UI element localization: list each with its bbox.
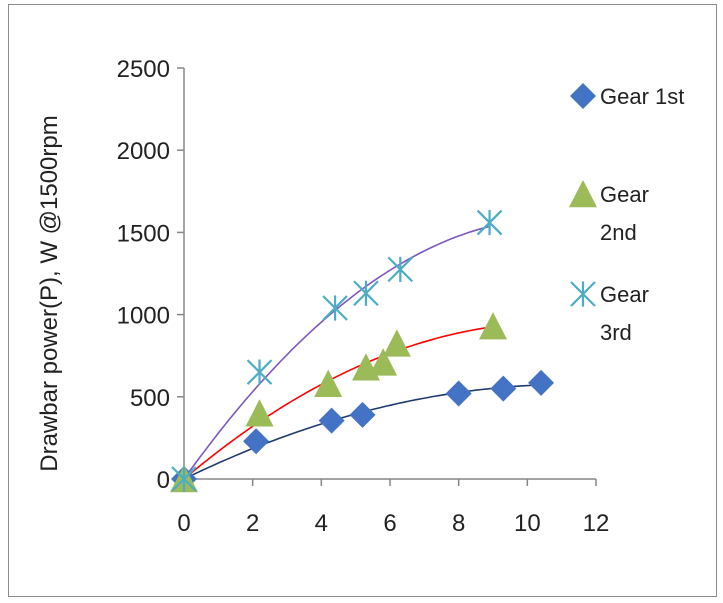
x-tick-label: 12 [583,510,610,537]
x-tick-label: 10 [514,510,541,537]
y-tick-label: 500 [130,385,170,412]
chart-frame [8,4,717,597]
legend-label: 3rd [600,320,632,345]
y-tick-label: 0 [157,467,170,494]
data-point-series-2 [369,348,398,376]
legend-label: Gear [600,182,649,207]
data-point-series-1 [445,380,472,407]
y-axis-title-group: Drawbar power(P), W @1500rpm [36,115,63,471]
data-point-series-3 [246,359,273,385]
x-tick-label: 8 [452,510,465,537]
x-tick-label: 6 [383,510,396,537]
legend-item: Gear 3rd [570,281,649,345]
trendline-1 [183,384,542,480]
data-point-series-1 [490,375,517,402]
legend-marker-icon [570,83,596,109]
trendlines [183,225,542,480]
y-tick-label: 2500 [117,56,170,83]
legend-label: Gear [600,282,649,307]
x-tick-label: 4 [315,510,328,537]
data-point-series-2 [479,312,507,340]
data-point-series-1 [243,428,270,455]
legend-marker-icon [569,180,597,208]
legend-marker-icon [570,281,596,307]
legend-label: 2nd [600,220,637,245]
x-tick-label: 2 [246,510,259,537]
data-point-series-3 [387,256,414,283]
legend-item: Gear 2nd [569,180,649,245]
legend-item: Gear 1st [570,83,684,109]
data-point-series-3 [353,280,379,307]
data-point-series-3 [476,209,503,236]
data-point-series-3 [322,295,348,321]
axes: 0 500 1000 1500 2000 2500 0 2 4 6 8 10 12 [117,56,610,537]
x-tick-label: 0 [177,510,190,537]
data-points [170,209,555,493]
y-axis-title: Drawbar power(P), W @1500rpm [36,115,63,471]
trendline-3 [183,225,490,480]
legend-label: Gear 1st [600,84,684,109]
data-point-series-3 [171,466,197,492]
legend: Gear 1st Gear 2nd Gear 3rd [569,83,684,345]
data-point-series-2 [382,329,411,357]
y-tick-label: 1000 [117,303,170,330]
y-tick-label: 1500 [117,220,170,247]
data-point-series-2 [314,369,343,397]
trendline-2 [183,326,494,480]
data-point-series-1 [349,401,376,428]
data-point-series-1 [528,369,555,396]
y-tick-label: 2000 [117,138,170,165]
data-point-series-1 [318,407,345,434]
data-point-series-2 [245,399,274,427]
